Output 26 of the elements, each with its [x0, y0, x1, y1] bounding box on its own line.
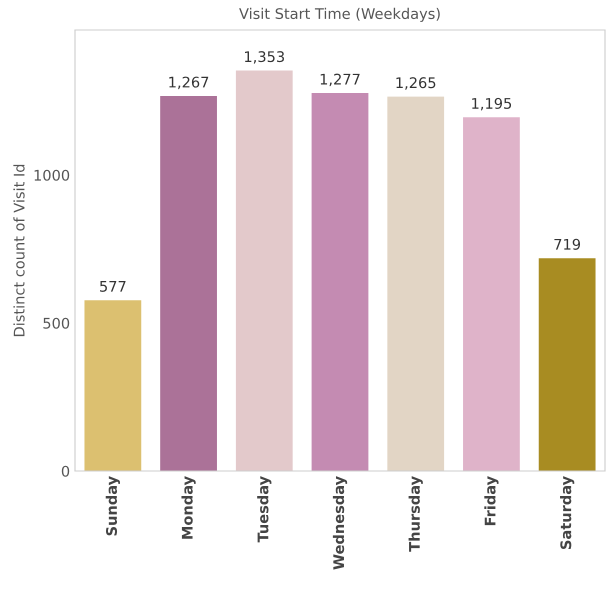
chart-title: Visit Start Time (Weekdays)	[239, 8, 440, 22]
bar	[312, 93, 368, 471]
y-axis-title: Distinct count of Visit Id	[13, 164, 25, 336]
x-tick-label: Sunday	[106, 476, 120, 536]
x-tick-label: Saturday	[560, 476, 574, 550]
bar	[236, 70, 293, 471]
data-label: 1,277	[320, 74, 360, 86]
data-label: 577	[100, 281, 126, 292]
y-tick-label: 500	[43, 318, 70, 329]
bar	[538, 258, 596, 471]
y-tick-label: 0	[62, 466, 70, 477]
x-tick-label: Wednesday	[332, 476, 348, 570]
data-label: 1,195	[472, 98, 512, 110]
x-tick-label: Tuesday	[257, 476, 272, 542]
bar	[463, 117, 520, 471]
bar	[387, 96, 444, 471]
y-tick-label: 1000	[34, 170, 70, 181]
data-label: 1,267	[169, 76, 208, 90]
x-tick-label: Monday	[181, 476, 196, 539]
data-label: 1,353	[245, 51, 284, 64]
data-label: 1,265	[396, 77, 436, 90]
bar	[84, 300, 142, 471]
x-tick-label: Thursday	[408, 476, 423, 552]
data-label: 719	[554, 238, 580, 250]
bar	[160, 96, 217, 471]
x-tick-label: Friday	[484, 476, 499, 526]
